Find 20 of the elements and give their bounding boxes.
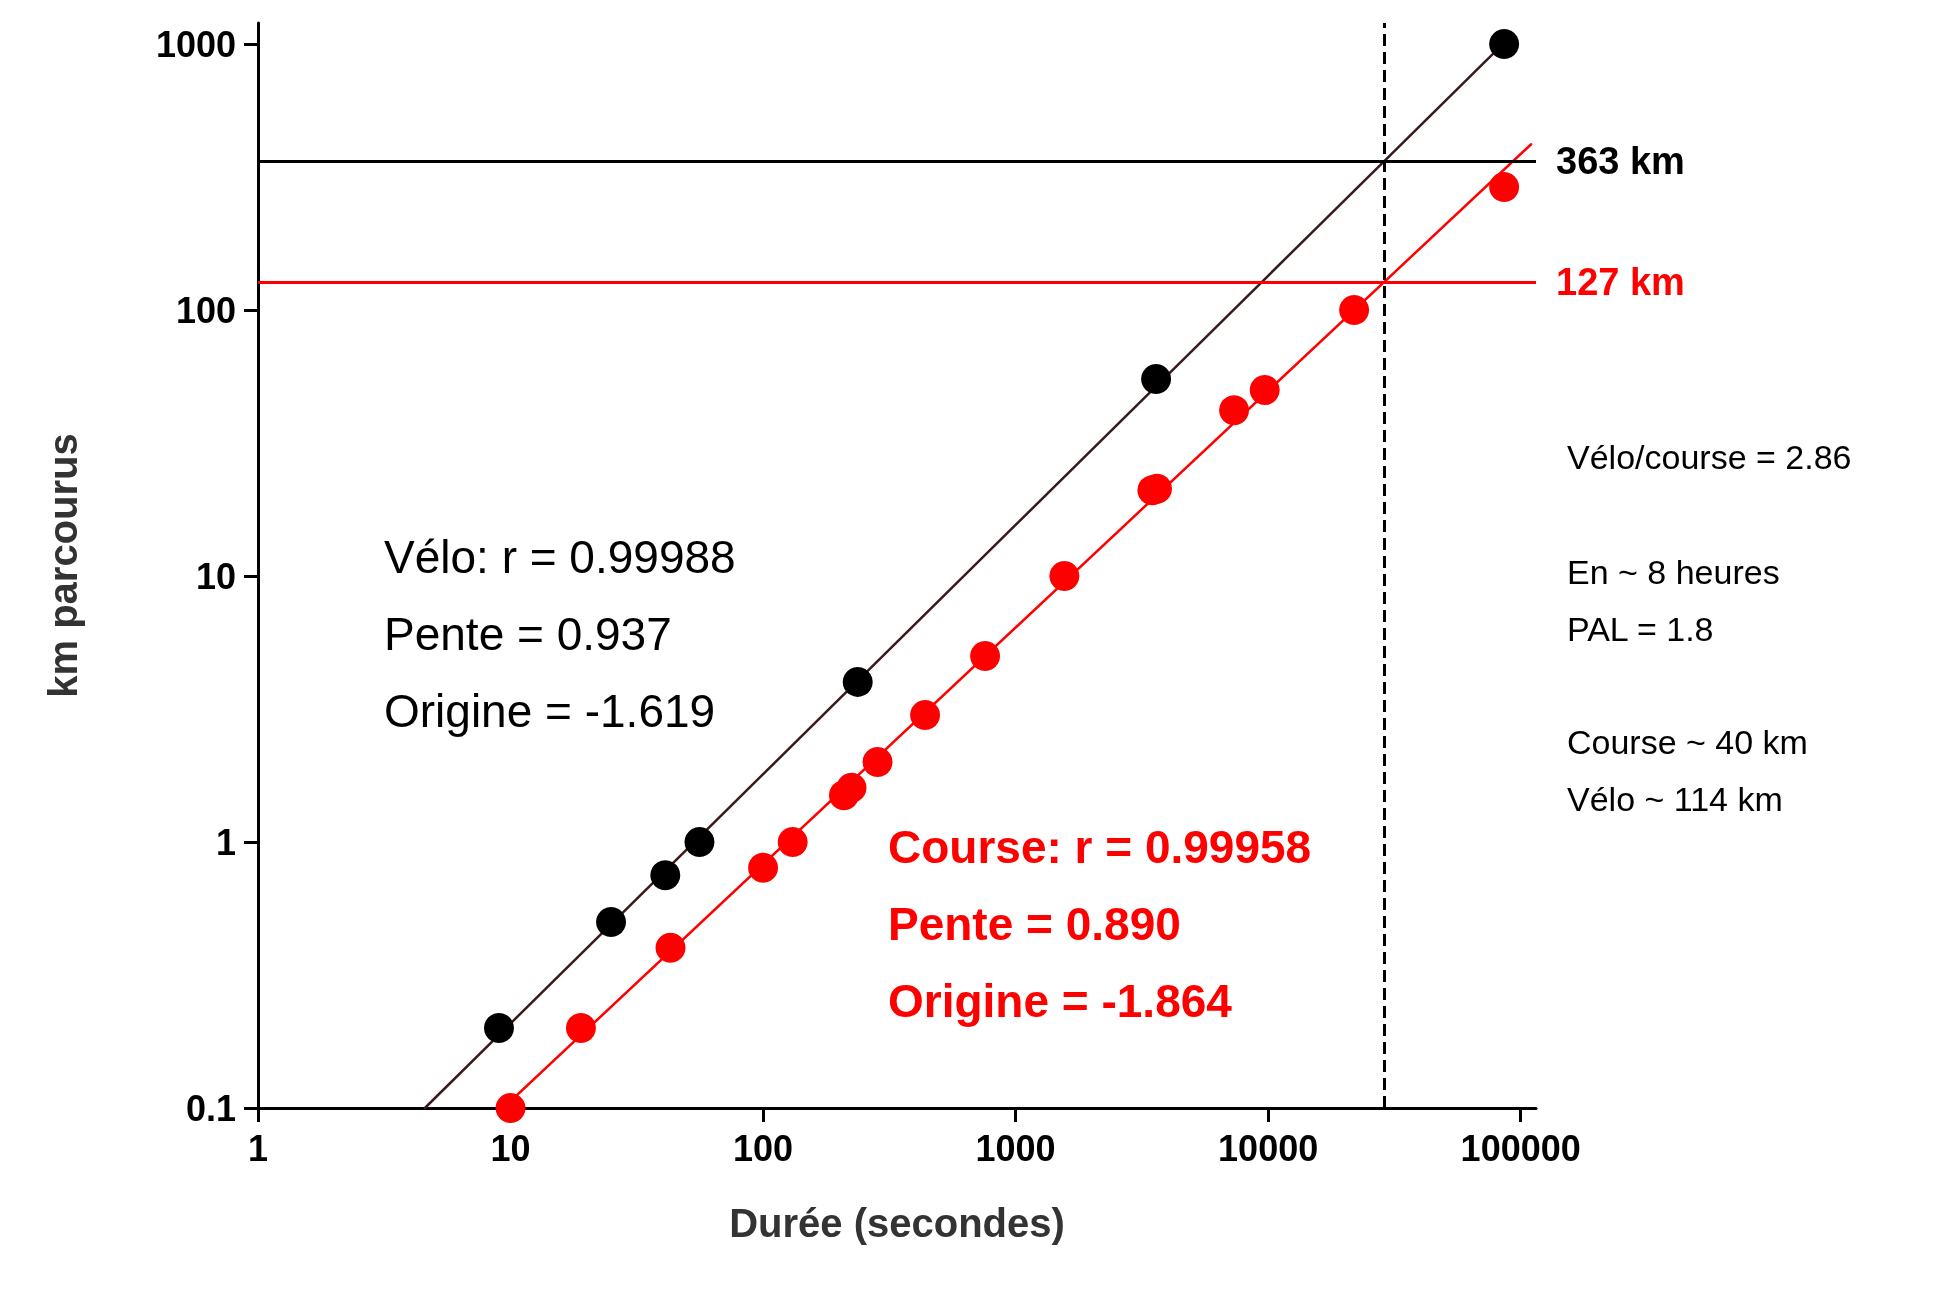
annotation: Vélo: r = 0.99988 Pente = 0.937 Origine = -1.619 [384,530,736,737]
y-tick-label: 1 [215,821,236,863]
y-axis-title: km parcourus [41,433,85,698]
y-tick-label: 0.1 [185,1087,236,1129]
text: Course ~ 40 km Vélo ~ 114 km [1567,722,1808,818]
y-tick-label: 10 [195,555,236,597]
text: Vélo/course = 2.86 [1567,437,1852,476]
y-tick-label: 100 [175,289,236,331]
x-tick-label: 100 [733,1127,794,1169]
x-axis-title: Durée (secondes) [729,1201,1065,1245]
x-tick-label: 1000 [975,1127,1056,1169]
ref-line-label: 363 km [1556,140,1685,183]
ref-line-label: 127 km [1556,261,1685,304]
x-tick-label: 10000 [1218,1127,1319,1169]
y-tick-label: 1000 [155,23,236,65]
x-tick-label: 1 [247,1127,269,1169]
annotation: Course: r = 0.99958 Pente = 0.890 Origine = -1.864 [888,820,1312,1027]
text: En ~ 8 heures PAL = 1.8 [1567,552,1780,648]
x-tick-label: 10 [490,1127,531,1169]
x-tick-label: 100000 [1460,1127,1581,1169]
